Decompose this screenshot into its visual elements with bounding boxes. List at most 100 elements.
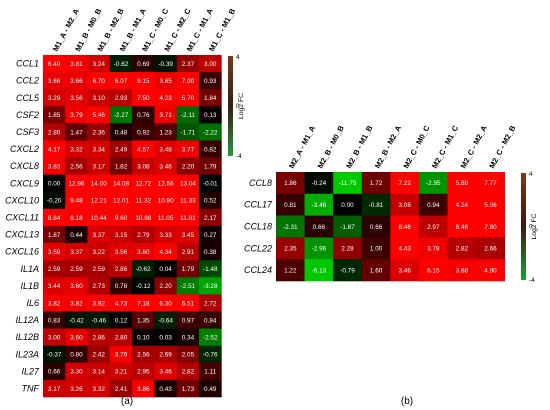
cell-value-label: 4.73 (115, 300, 128, 307)
heatmap-cell (132, 208, 155, 227)
cell-value-label: 3.59 (48, 249, 61, 256)
column-label: M2_A - M1_A (287, 124, 317, 170)
heatmap-cell (154, 55, 178, 73)
heatmap-cell (154, 311, 178, 329)
heatmap-cell (447, 172, 477, 195)
heatmap-cell (176, 123, 200, 141)
cell-value-label: 12.01 (113, 198, 129, 205)
heatmap-cell (154, 106, 178, 124)
cell-value-label: 1.73 (182, 386, 195, 393)
cell-value-label: 5.70 (182, 95, 195, 102)
cell-value-label: 11.01 (180, 215, 196, 222)
heatmap-cell (419, 215, 448, 238)
cell-value-label: 6.51 (182, 300, 195, 307)
cell-value-label: 3.24 (93, 61, 106, 68)
cell-value-label: 3.29 (48, 95, 61, 102)
heatmap-cell (176, 362, 200, 381)
cell-value-label: 2.59 (70, 266, 83, 273)
cell-value-label: -0.62 (114, 61, 129, 68)
heatmap-cell (199, 123, 222, 141)
colorbar-title: Log2 FC (238, 93, 245, 119)
heatmap-cell (176, 208, 200, 227)
heatmap-cell (390, 215, 420, 238)
heatmap-cell (276, 193, 305, 216)
cell-value-label: 0.49 (204, 386, 217, 393)
heatmap-cell (304, 215, 334, 238)
heatmap-cell (199, 208, 222, 227)
heatmap-cell (109, 379, 133, 398)
heatmap-cell (176, 294, 200, 312)
cell-value-label: 0.84 (204, 317, 217, 324)
cell-value-label: -6.13 (312, 267, 327, 274)
colorbar-tick-label: 4 (529, 171, 533, 178)
cell-value-label: 4.90 (484, 267, 497, 274)
cell-value-label: 3.26 (70, 386, 83, 393)
cell-value-label: 3.82 (48, 300, 61, 307)
cell-value-label: 11.33 (180, 198, 196, 205)
cell-value-label: 2.36 (93, 129, 106, 136)
cell-value-label: 0.27 (204, 232, 217, 239)
cell-value-label: 3.66 (70, 78, 83, 85)
heatmap-cell (199, 157, 222, 175)
heatmap-cell (43, 174, 66, 193)
cell-value-label: 8.46 (398, 224, 411, 231)
heatmap-cell (109, 328, 133, 346)
cell-value-label: 1.60 (370, 267, 383, 274)
cell-value-label: 2.72 (204, 300, 217, 307)
heatmap-cell (447, 259, 477, 282)
cell-value-label: 3.86 (137, 386, 150, 393)
cell-value-label: 3.14 (93, 369, 106, 376)
heatmap-cell (132, 345, 155, 364)
heatmap-cell (447, 193, 477, 216)
cell-value-label: 0.03 (159, 334, 172, 341)
heatmap-cell (87, 260, 111, 278)
cell-value-label: 2.42 (93, 352, 106, 359)
cell-value-label: 0.66 (313, 224, 326, 231)
heatmap-cell (154, 191, 178, 210)
cell-value-label: -2.11 (181, 112, 196, 119)
cell-value-label: -3.46 (312, 202, 327, 209)
cell-value-label: 6.15 (427, 267, 440, 274)
row-label: CXCL11 (6, 212, 39, 222)
heatmap-cell (154, 157, 178, 175)
cell-value-label: 8.18 (70, 215, 83, 222)
cell-value-label: 3.00 (48, 334, 61, 341)
heatmap-cell (176, 277, 200, 295)
cell-value-label: 2.28 (341, 246, 354, 253)
heatmap-cell (43, 140, 66, 158)
heatmap-cell (43, 226, 66, 244)
cell-value-label: 2.93 (115, 95, 128, 102)
heatmap-cell (43, 311, 66, 329)
cell-value-label: 6.07 (115, 78, 128, 85)
cell-value-label: -0.81 (369, 202, 384, 209)
cell-value-label: -2.22 (203, 129, 218, 136)
colorbar-tick-label: 0 (529, 224, 533, 231)
cell-value-label: 0.66 (48, 369, 61, 376)
heatmap-cell (154, 362, 178, 381)
heatmap-cell (132, 226, 155, 244)
cell-value-label: 0.00 (48, 181, 61, 188)
cell-value-label: 0.00 (341, 202, 354, 209)
heatmap-cell (333, 215, 363, 238)
heatmap-cell (333, 172, 363, 195)
heatmap-cell (132, 106, 155, 124)
heatmap-cell (176, 345, 200, 364)
panel-a-label: (a) (121, 396, 133, 407)
row-label: CCL5 (16, 93, 40, 103)
row-label: CXCL13 (5, 230, 39, 240)
heatmap-cell (87, 191, 111, 210)
column-label: M2_B - M1_B (344, 124, 374, 170)
heatmap-cell (65, 123, 88, 141)
heatmap-cell (447, 215, 477, 238)
heatmap-cell (390, 237, 420, 260)
cell-value-label: 0.83 (48, 317, 61, 324)
cell-value-label: 3.46 (398, 267, 411, 274)
row-label: IL6 (26, 298, 39, 308)
heatmap-cell (109, 362, 133, 381)
cell-value-label: 0.78 (115, 283, 128, 290)
cell-value-label: 6.40 (48, 61, 61, 68)
cell-value-label: 0.80 (70, 352, 83, 359)
cell-value-label: 0.52 (204, 198, 217, 205)
cell-value-label: 3.22 (93, 249, 106, 256)
